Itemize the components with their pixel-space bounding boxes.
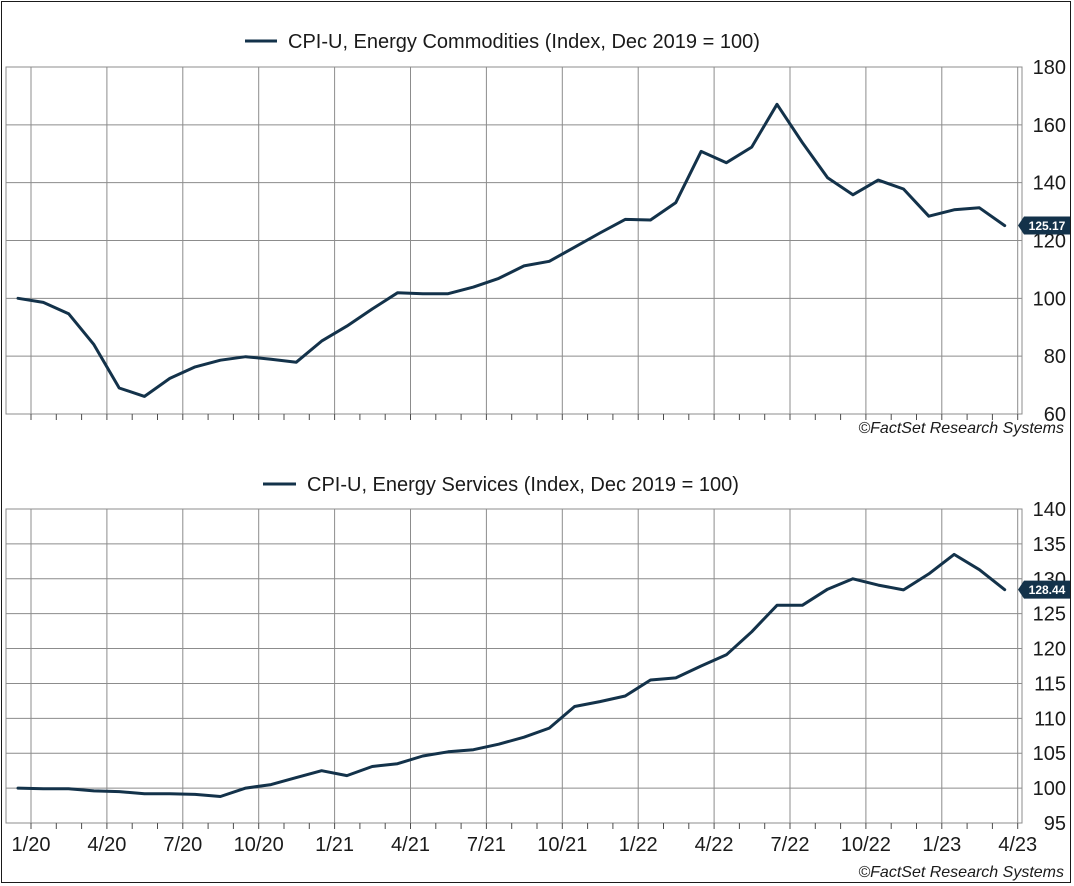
- legend-label: CPI-U, Energy Commodities (Index, Dec 20…: [288, 31, 760, 53]
- gridlines: [5, 508, 1023, 829]
- y-tick-label: 100: [1033, 288, 1066, 310]
- x-axis-labels: 1/20 4/20 7/20 10/20 1/21 4/21 7/21 10/21 1/22 4/…: [12, 834, 1038, 856]
- x-tick-label: 7/21: [467, 834, 506, 856]
- y-tick-label: 135: [1033, 534, 1066, 556]
- x-tick-label: 1/23: [922, 834, 961, 856]
- x-tick-label: 1/20: [12, 834, 51, 856]
- legend-label: CPI-U, Energy Services (Index, Dec 2019 …: [307, 474, 739, 496]
- y-tick-label: 160: [1033, 115, 1066, 137]
- svg-text:125.17: 125.17: [1029, 219, 1066, 233]
- x-tick-label: 4/22: [695, 834, 734, 856]
- x-tick-label: 7/20: [163, 834, 202, 856]
- last-value-tag: 125.17: [1018, 216, 1070, 235]
- y-tick-label: 80: [1044, 346, 1066, 368]
- y-tick-label: 180: [1033, 57, 1066, 79]
- y-tick-label: 125: [1033, 604, 1066, 626]
- gridlines: [5, 66, 1023, 420]
- y-tick-label: 120: [1033, 231, 1066, 253]
- svg-text:128.44: 128.44: [1029, 583, 1066, 597]
- x-tick-label: 1/22: [619, 834, 658, 856]
- x-tick-label: 1/21: [315, 834, 354, 856]
- plot-area: [5, 508, 1023, 824]
- y-tick-label: 105: [1033, 743, 1066, 765]
- x-tick-label: 4/23: [998, 834, 1037, 856]
- series-line: [16, 102, 1007, 398]
- energy-services-panel: CPI-U, Energy Services (Index, Dec 2019 …: [5, 474, 1070, 881]
- y-tick-label: 120: [1033, 639, 1066, 661]
- x-tick-label: 7/22: [771, 834, 810, 856]
- series-line: [16, 552, 1007, 798]
- y-axis-ticks: 60 80 100 120 140 160 180: [1033, 57, 1066, 426]
- x-tick-label: 4/20: [87, 834, 126, 856]
- y-tick-label: 110: [1034, 708, 1066, 730]
- source-credit: ©FactSet Research Systems: [858, 420, 1064, 437]
- y-tick-label: 60: [1044, 404, 1066, 426]
- y-tick-label: 140: [1033, 173, 1066, 195]
- x-tick-label: 10/22: [841, 834, 891, 856]
- last-value-tag: 128.44: [1018, 580, 1070, 599]
- y-tick-label: 140: [1033, 499, 1066, 521]
- source-credit: ©FactSet Research Systems: [858, 864, 1064, 881]
- x-tick-label: 10/20: [234, 834, 284, 856]
- x-tick-label: 10/21: [537, 834, 587, 856]
- y-tick-label: 95: [1044, 813, 1066, 835]
- y-tick-label: 115: [1034, 673, 1066, 695]
- y-tick-label: 100: [1033, 778, 1066, 800]
- x-tick-label: 4/21: [391, 834, 430, 856]
- energy-commodities-panel: CPI-U, Energy Commodities (Index, Dec 20…: [5, 31, 1070, 437]
